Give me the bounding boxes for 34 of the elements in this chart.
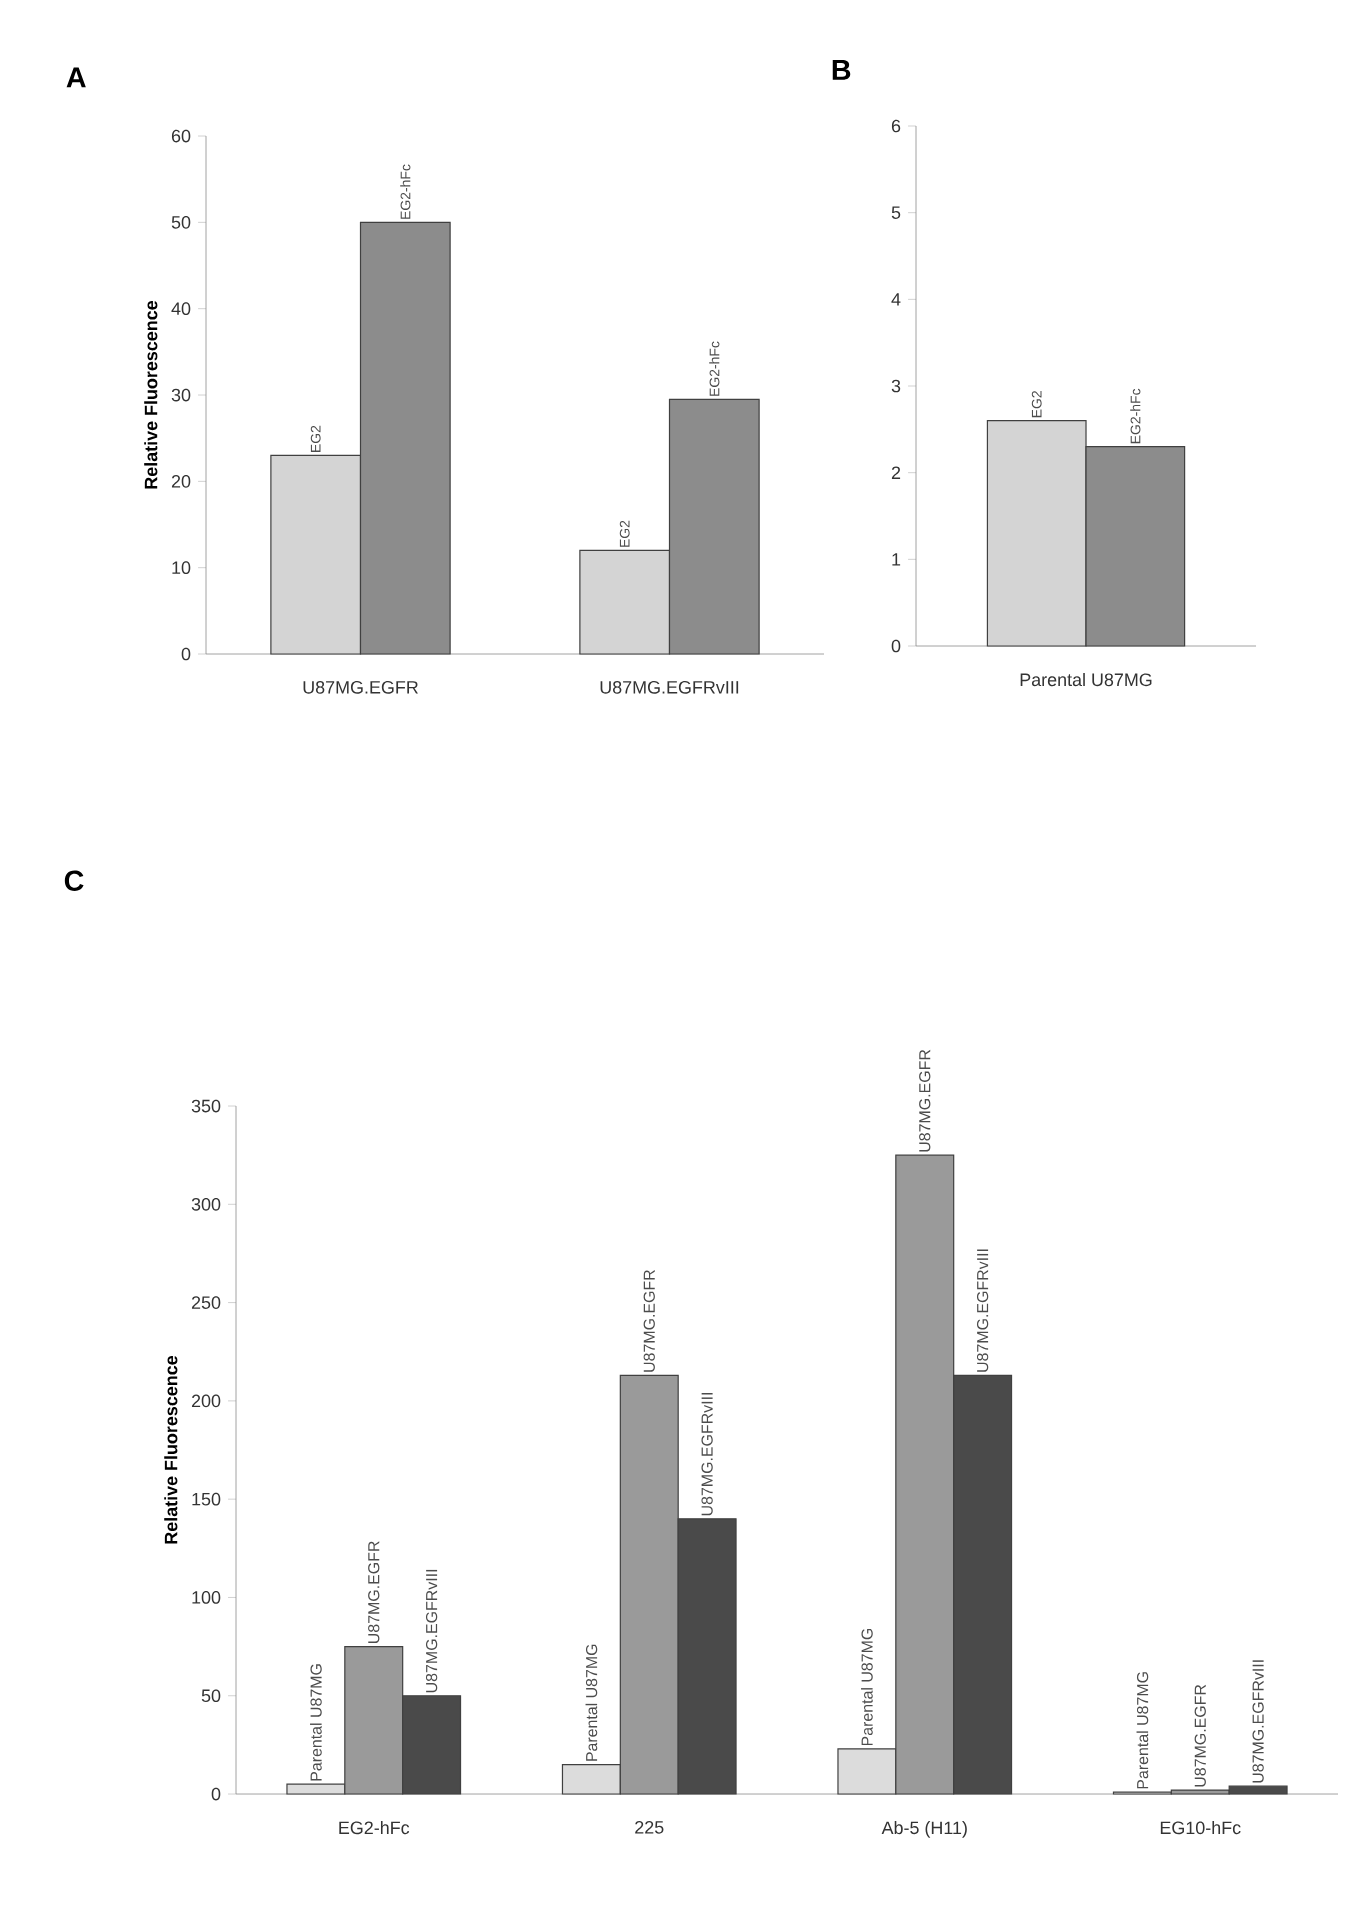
y-axis-title: Relative Fluorescence [164, 1355, 178, 1544]
y-axis-title: Relative Fluorescence [144, 300, 158, 489]
y-tick-label: 3 [891, 379, 901, 393]
chart-title: B [832, 59, 851, 80]
y-tick-label: 6 [891, 119, 901, 133]
y-tick-label: 0 [891, 639, 901, 653]
y-tick-label: 20 [171, 474, 191, 488]
x-tick-label: 225 [635, 1820, 664, 1834]
y-tick-label: 300 [191, 1197, 221, 1211]
x-tick-label: Parental U87MG [1020, 672, 1152, 687]
y-tick-label: 50 [171, 215, 191, 229]
y-tick-label: 0 [211, 1787, 221, 1801]
y-tick-label: 2 [891, 466, 901, 479]
x-tick-label: U87MG.EGFRvIII [600, 680, 739, 694]
y-tick-label: 60 [171, 129, 191, 143]
x-tick-label: EG10-hFc [1160, 1820, 1241, 1835]
y-tick-label: 200 [191, 1394, 221, 1408]
x-tick-label: EG2-hFc [339, 1820, 410, 1835]
chart-title: C [64, 870, 84, 891]
y-tick-label: 4 [891, 293, 901, 306]
y-tick-label: 30 [171, 388, 191, 402]
chart-title: A [66, 67, 86, 88]
y-tick-label: 5 [891, 206, 901, 219]
y-tick-label: 0 [181, 647, 191, 661]
y-tick-label: 50 [201, 1689, 221, 1703]
y-tick-label: 1 [892, 553, 901, 566]
y-tick-label: 100 [192, 1591, 221, 1604]
y-tick-label: 350 [191, 1099, 221, 1113]
y-tick-label: 10 [172, 561, 191, 575]
y-tick-label: 40 [171, 302, 191, 316]
y-tick-label: 150 [192, 1492, 221, 1506]
x-tick-label: Ab-5 (H11) [881, 1820, 967, 1838]
x-tick-label: U87MG.EGFR [303, 680, 418, 694]
y-tick-label: 250 [191, 1296, 221, 1309]
